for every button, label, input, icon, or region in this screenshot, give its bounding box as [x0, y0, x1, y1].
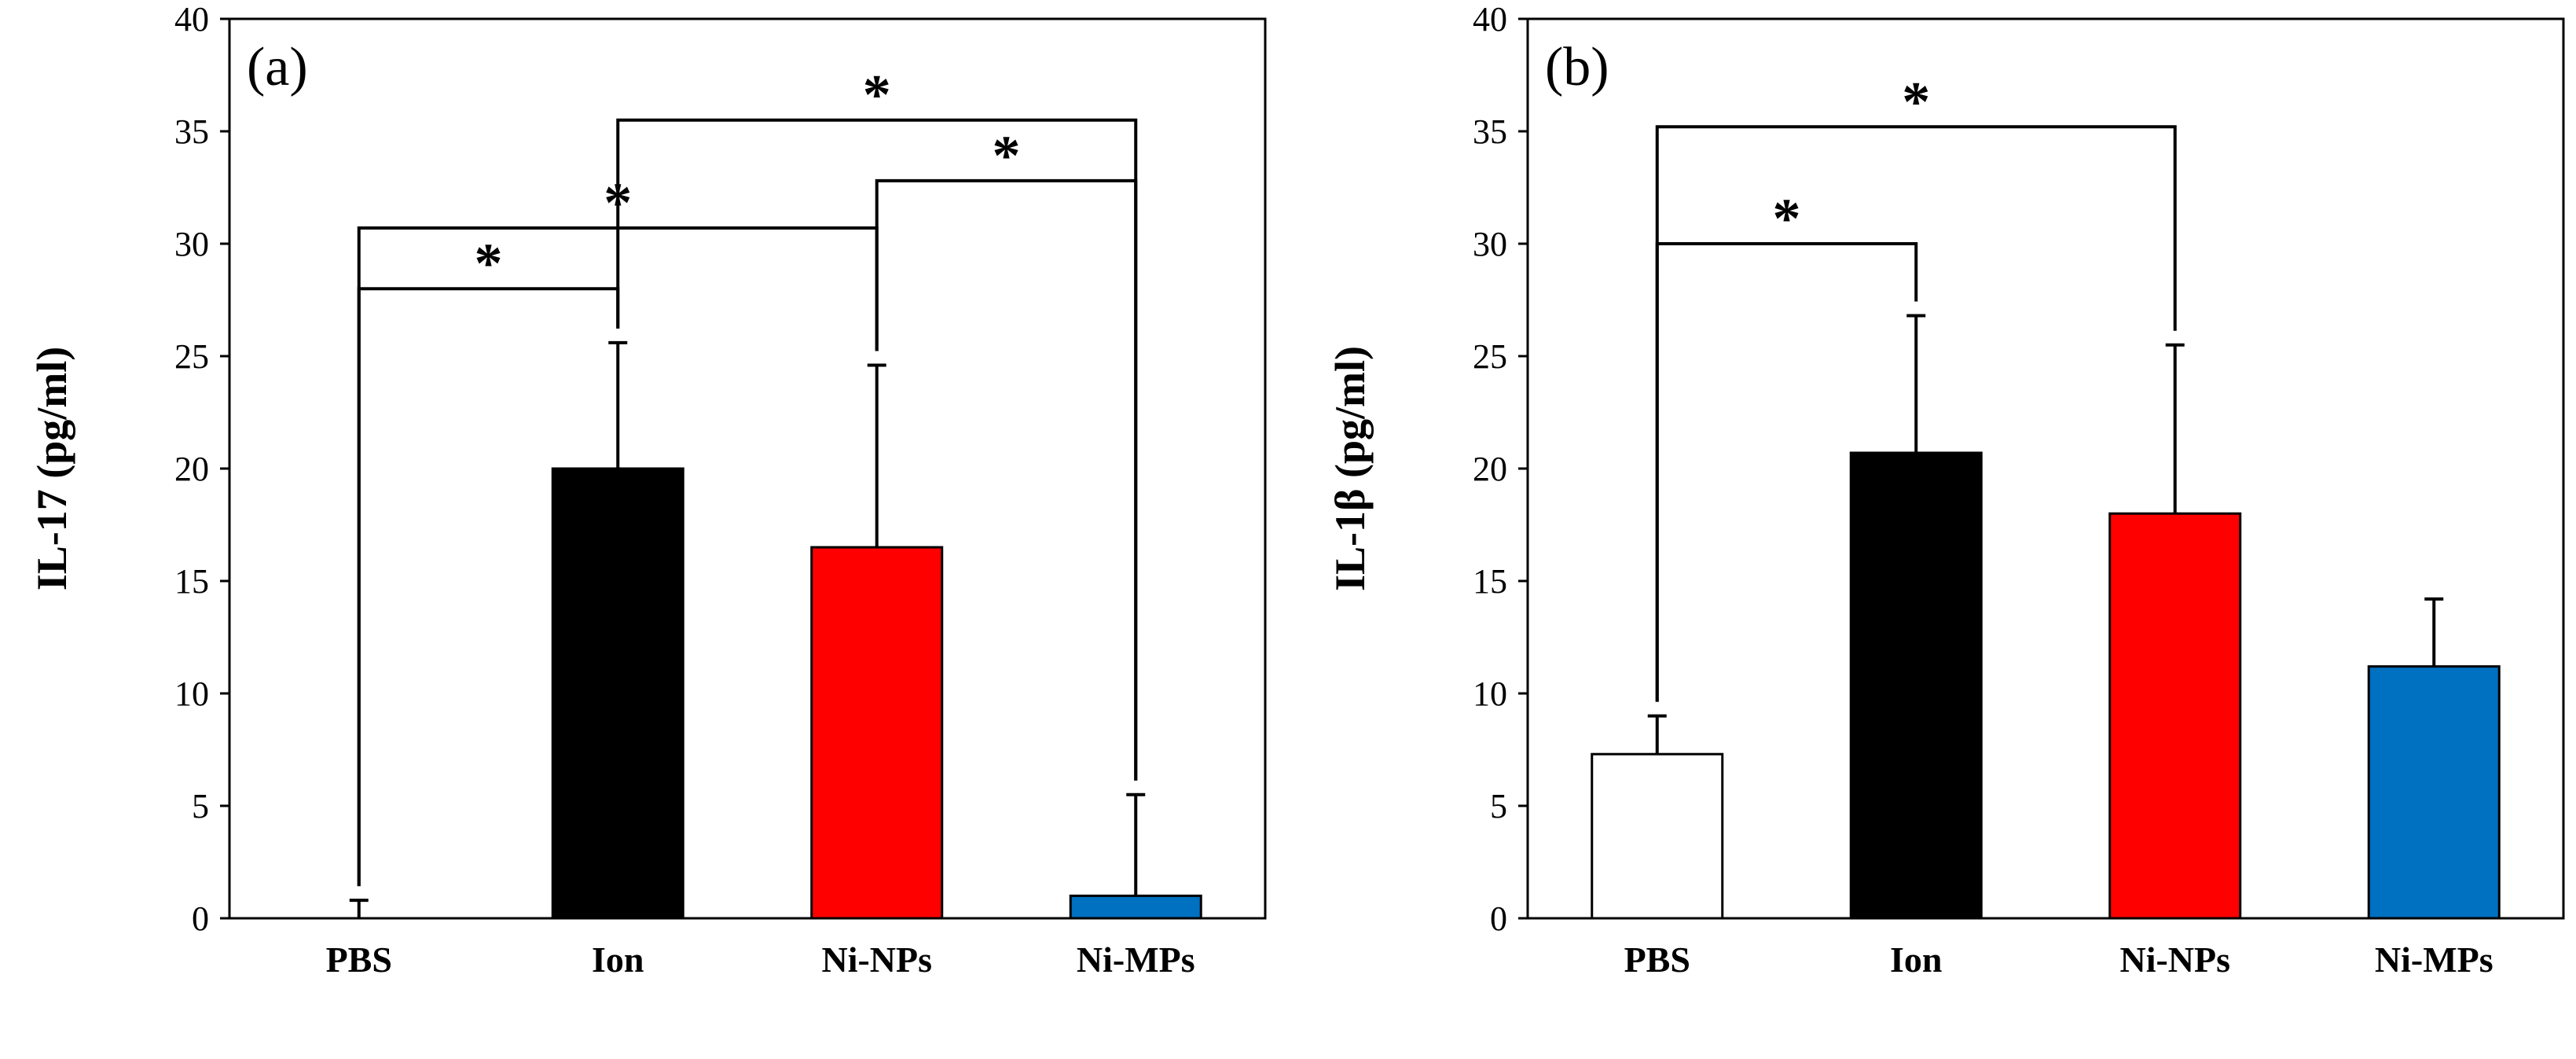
panel-label: (b) [1545, 37, 1609, 97]
y-tick-label: 40 [174, 0, 209, 39]
y-tick-label: 0 [192, 899, 209, 938]
y-tick-label: 15 [174, 562, 209, 601]
x-category-label: Ni-NPs [821, 939, 932, 980]
x-category-label: Ni-NPs [2119, 939, 2230, 980]
x-category-label: Ion [592, 939, 644, 980]
y-tick-label: 5 [192, 787, 209, 826]
x-category-label: PBS [326, 939, 392, 980]
y-tick-label: 15 [1473, 562, 1507, 601]
y-tick-label: 25 [1473, 337, 1507, 376]
significance-star: * [475, 232, 503, 295]
y-tick-label: 20 [1473, 450, 1507, 488]
y-tick-label: 30 [174, 225, 209, 263]
y-tick-label: 0 [1490, 899, 1507, 938]
bar-ion [1849, 451, 1983, 920]
bar-ni-mps [1069, 894, 1202, 920]
chart-panel-a: 0 5 10 15 20 25 30 35 40 IL-17 (pg/ml) (a) PBS Ion Ni… [28, 0, 1267, 980]
plot-frame [228, 17, 1267, 920]
significance-star: * [1773, 187, 1801, 250]
bar-ni-mps [2367, 665, 2501, 920]
significance-star: * [993, 124, 1021, 187]
y-tick-label: 20 [174, 450, 209, 488]
x-category-label: PBS [1624, 939, 1690, 980]
bar-pbs [1591, 752, 1724, 920]
y-axis-label: IL-17 (pg/ml) [28, 347, 75, 591]
significance-star: * [1902, 70, 1930, 133]
bar-ni-nps [810, 546, 944, 920]
significance-bracket [1655, 125, 2177, 702]
y-axis-label: IL-1β (pg/ml) [1327, 346, 1374, 591]
panel-label: (a) [247, 37, 308, 97]
bar-ni-nps [2108, 512, 2242, 920]
y-tick-label: 5 [1490, 787, 1507, 826]
bar-ion [551, 467, 684, 920]
y-tick-label: 40 [1473, 0, 1507, 39]
significance-bracket [616, 118, 1138, 781]
y-tick-label: 25 [174, 337, 209, 376]
x-category-label: Ni-MPs [1077, 939, 1195, 980]
x-category-label: Ni-MPs [2375, 939, 2493, 980]
significance-star: * [863, 64, 891, 127]
x-category-label: Ion [1890, 939, 1942, 980]
y-tick-label: 10 [174, 675, 209, 713]
y-tick-label: 30 [1473, 225, 1507, 263]
y-tick-label: 35 [174, 112, 209, 151]
chart-panel-b: 0 5 10 15 20 25 30 35 40 IL-1β (pg/ml) (b) PBS Ion Ni… [1327, 0, 2565, 980]
y-tick-label: 10 [1473, 675, 1507, 713]
y-tick-label: 35 [1473, 112, 1507, 151]
